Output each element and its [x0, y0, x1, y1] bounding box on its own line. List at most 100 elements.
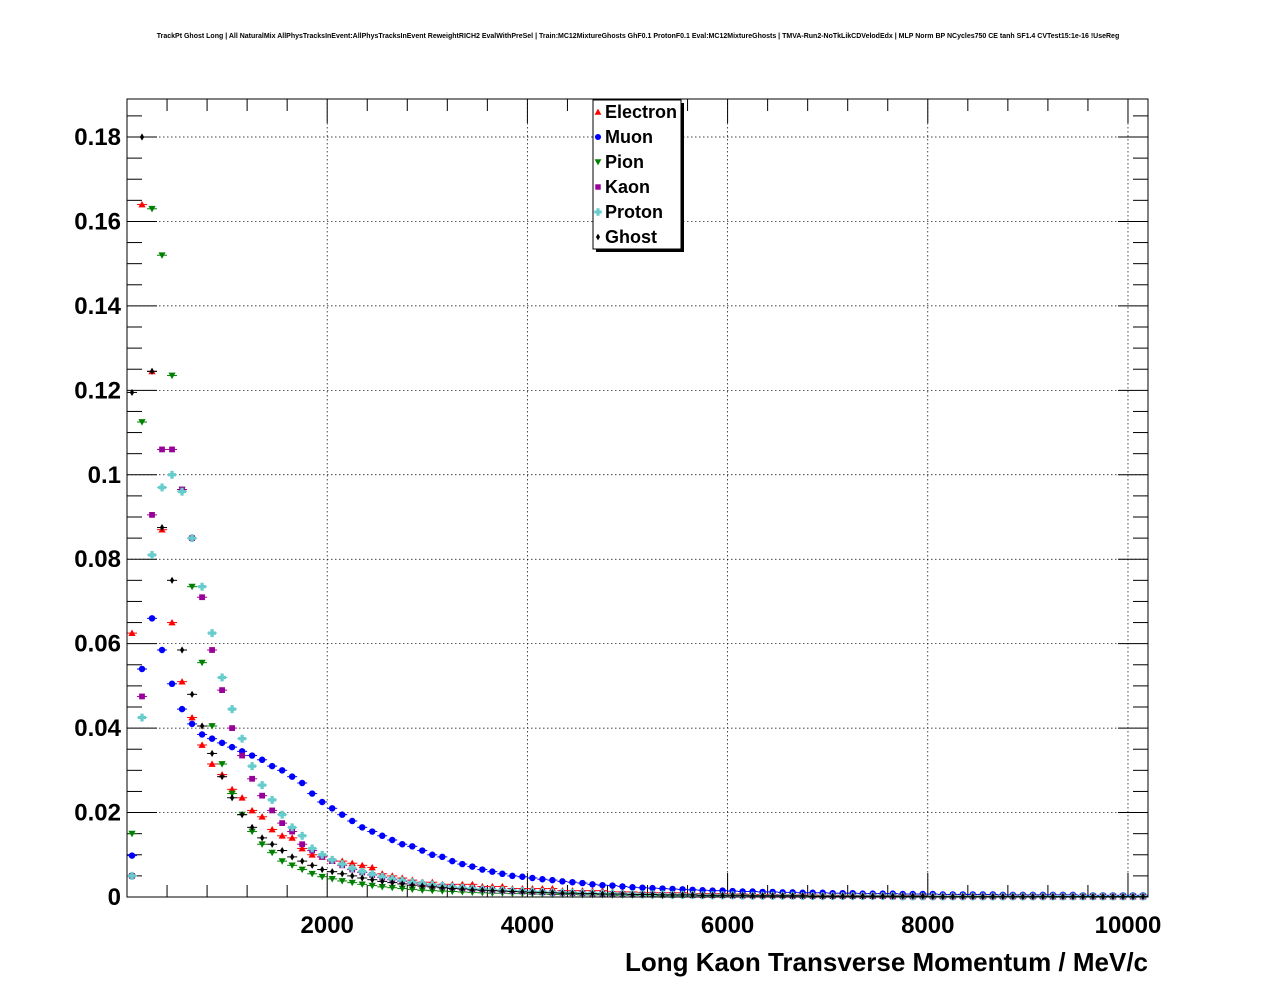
x-tick-label: 10000: [1095, 912, 1162, 939]
data-point: [157, 252, 168, 259]
data-point: [897, 892, 908, 900]
legend-marker: [594, 108, 602, 115]
y-tick-label: 0.16: [74, 208, 121, 235]
data-point: [207, 647, 218, 653]
data-point: [257, 792, 268, 799]
legend-marker: [595, 184, 601, 190]
data-point: [487, 868, 498, 875]
data-point: [257, 781, 268, 790]
data-point: [587, 890, 598, 898]
data-point: [227, 790, 238, 798]
data-point: [207, 629, 218, 638]
data-point: [267, 825, 278, 833]
data-point: [507, 887, 518, 896]
y-tick-label: 0.1: [88, 462, 121, 489]
data-point: [237, 734, 248, 743]
data-point: [467, 880, 478, 888]
data-point: [537, 876, 548, 883]
data-point: [917, 892, 928, 900]
data-point: [437, 853, 448, 861]
data-point: [757, 892, 768, 900]
data-point: [637, 884, 648, 891]
data-point: [337, 860, 348, 869]
data-point: [497, 887, 508, 895]
data-point: [187, 713, 198, 721]
data-point: [847, 892, 858, 900]
data-point: [277, 810, 288, 819]
data-point: [477, 886, 488, 894]
x-tick-label: 4000: [501, 912, 554, 939]
data-point: [137, 665, 148, 673]
data-point: [337, 870, 348, 878]
data-point: [347, 864, 358, 873]
y-tick-label: 0: [108, 884, 121, 911]
data-point: [567, 889, 578, 897]
data-point: [147, 512, 158, 518]
data-point: [407, 886, 418, 893]
y-tick-label: 0.02: [74, 800, 121, 827]
data-point: [437, 884, 448, 892]
data-point: [467, 886, 478, 894]
data-point: [617, 883, 628, 890]
data-point: [197, 582, 208, 591]
data-point: [527, 888, 538, 896]
x-tick-label: 8000: [901, 912, 954, 939]
data-point: [387, 836, 398, 844]
data-point: [317, 798, 328, 806]
data-point: [467, 863, 478, 870]
legend-label: Proton: [605, 202, 663, 222]
data-point: [247, 752, 258, 759]
data-point: [127, 852, 138, 859]
legend-label: Muon: [605, 127, 653, 147]
data-point: [217, 739, 228, 747]
y-tick-label: 0.12: [74, 377, 121, 404]
data-point: [317, 865, 328, 874]
data-point: [457, 860, 468, 868]
data-point: [127, 388, 138, 397]
data-point: [807, 892, 818, 900]
data-point: [217, 673, 228, 682]
data-point: [307, 870, 318, 878]
data-point: [237, 794, 248, 801]
data-point: [877, 892, 888, 900]
data-point: [267, 807, 278, 814]
data-point: [197, 741, 208, 748]
data-point: [127, 629, 138, 636]
data-point: [157, 483, 168, 492]
data-point: [277, 767, 288, 774]
data-point: [377, 877, 388, 885]
data-point: [167, 680, 178, 688]
data-point: [427, 883, 438, 891]
y-tick-label: 0.08: [74, 546, 121, 573]
legend-item-electron: Electron: [594, 102, 677, 122]
data-point: [167, 576, 178, 584]
data-point: [317, 873, 328, 881]
data-point: [397, 880, 408, 888]
data-point: [147, 551, 158, 559]
data-point: [307, 851, 318, 858]
data-point: [177, 646, 188, 654]
data-point: [217, 761, 228, 768]
data-point: [257, 841, 268, 848]
legend-item-ghost: Ghost: [595, 227, 657, 247]
data-point: [797, 892, 808, 900]
data-point: [447, 857, 458, 865]
data-point: [297, 844, 308, 852]
data-point: [357, 874, 368, 882]
x-tick-label: 6000: [701, 912, 754, 939]
data-point: [307, 790, 318, 797]
legend-label: Ghost: [605, 227, 657, 247]
data-point: [327, 805, 338, 812]
data-point: [387, 874, 398, 883]
data-point: [497, 870, 508, 878]
data-point: [447, 884, 458, 893]
data-point: [167, 446, 178, 453]
data-point: [357, 824, 368, 831]
data-point: [327, 875, 338, 883]
data-point: [287, 853, 298, 861]
data-point: [477, 866, 488, 873]
data-point: [187, 534, 198, 543]
data-point: [547, 876, 558, 884]
data-point: [767, 892, 778, 900]
